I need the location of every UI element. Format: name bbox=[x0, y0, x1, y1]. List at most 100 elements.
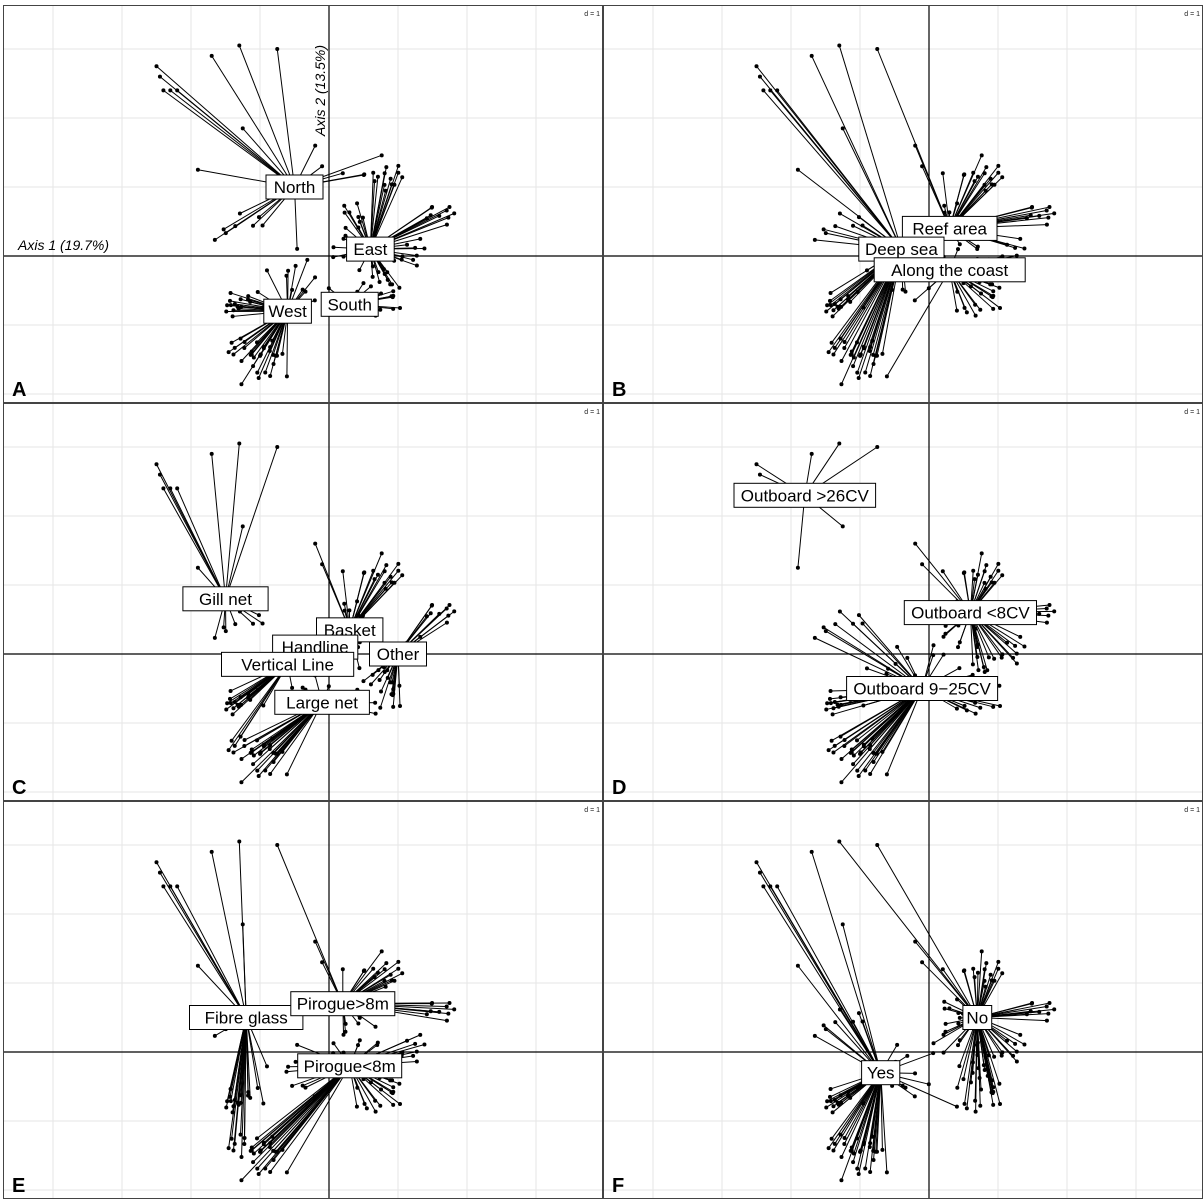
site-point bbox=[831, 352, 836, 357]
site-point bbox=[861, 305, 866, 310]
site-point bbox=[837, 441, 842, 446]
site-point bbox=[880, 1147, 885, 1152]
site-point bbox=[955, 1085, 960, 1090]
site-point bbox=[286, 268, 291, 273]
site-point bbox=[391, 306, 396, 311]
site-point bbox=[384, 165, 389, 170]
group-label-box bbox=[182, 586, 269, 612]
site-point bbox=[827, 298, 832, 303]
site-point bbox=[981, 665, 986, 670]
site-point bbox=[875, 445, 880, 449]
site-point bbox=[1000, 175, 1005, 180]
site-point bbox=[955, 201, 960, 206]
site-point bbox=[268, 771, 273, 776]
site-point bbox=[400, 573, 405, 578]
star-ray bbox=[876, 844, 978, 1018]
site-point bbox=[362, 172, 367, 177]
site-point bbox=[961, 1077, 966, 1082]
site-point bbox=[858, 751, 863, 756]
site-point bbox=[251, 223, 256, 228]
site-point bbox=[823, 629, 828, 634]
site-point bbox=[212, 1033, 217, 1038]
site-point bbox=[224, 1105, 229, 1110]
site-point bbox=[868, 373, 873, 378]
site-point bbox=[313, 541, 318, 546]
site-point bbox=[377, 280, 382, 285]
site-point bbox=[1044, 606, 1049, 611]
site-point bbox=[251, 355, 256, 360]
site-point bbox=[229, 340, 234, 345]
site-point bbox=[838, 695, 843, 700]
site-point bbox=[1005, 242, 1010, 247]
site-point bbox=[868, 1169, 873, 1174]
group-label-text: Other bbox=[377, 645, 420, 664]
group-label-box bbox=[733, 482, 877, 508]
site-point bbox=[231, 1104, 236, 1109]
site-point bbox=[381, 267, 386, 272]
site-point bbox=[331, 255, 336, 260]
site-point bbox=[1018, 1032, 1023, 1037]
site-point bbox=[926, 1082, 931, 1087]
site-point bbox=[331, 245, 336, 250]
grid bbox=[4, 6, 602, 402]
star-ray bbox=[269, 1065, 351, 1173]
site-point bbox=[364, 1106, 369, 1111]
site-point bbox=[280, 351, 285, 356]
star-ray bbox=[838, 45, 902, 250]
site-point bbox=[271, 750, 276, 755]
site-point bbox=[370, 264, 375, 269]
site-point bbox=[240, 524, 245, 529]
site-point bbox=[875, 843, 880, 847]
site-point bbox=[824, 707, 829, 712]
site-point bbox=[375, 572, 380, 577]
site-point bbox=[271, 352, 276, 357]
site-point bbox=[970, 1060, 975, 1065]
site-point bbox=[368, 284, 373, 289]
site-point bbox=[227, 1094, 232, 1099]
site-point bbox=[962, 172, 967, 177]
site-point bbox=[391, 289, 396, 294]
site-point bbox=[383, 984, 388, 989]
site-point bbox=[371, 170, 376, 175]
site-point bbox=[221, 625, 226, 630]
site-point bbox=[757, 870, 762, 875]
site-point bbox=[1024, 216, 1029, 221]
site-point bbox=[839, 382, 844, 387]
site-point bbox=[379, 291, 384, 296]
site-point bbox=[1047, 205, 1052, 210]
site-point bbox=[1044, 222, 1049, 227]
site-point bbox=[399, 257, 404, 262]
site-point bbox=[982, 569, 987, 574]
site-point bbox=[357, 1015, 362, 1020]
site-point bbox=[227, 298, 232, 303]
site-point bbox=[343, 1021, 348, 1026]
site-point bbox=[428, 213, 433, 218]
site-point bbox=[860, 223, 865, 228]
site-point bbox=[954, 308, 959, 313]
site-point bbox=[261, 1140, 266, 1145]
site-point bbox=[446, 1011, 451, 1016]
site-point bbox=[871, 1158, 876, 1163]
site-point bbox=[347, 608, 352, 613]
site-point bbox=[251, 753, 256, 758]
site-point bbox=[255, 1086, 260, 1091]
site-point bbox=[300, 685, 305, 690]
site-point bbox=[848, 1148, 853, 1153]
site-point bbox=[382, 967, 387, 972]
site-point bbox=[920, 562, 925, 567]
star-ray bbox=[162, 488, 226, 600]
site-point bbox=[861, 742, 866, 747]
site-point bbox=[856, 1171, 861, 1176]
site-point bbox=[373, 1024, 378, 1029]
site-point bbox=[1022, 246, 1027, 251]
site-point bbox=[347, 210, 352, 215]
site-point bbox=[846, 1090, 851, 1095]
site-point bbox=[447, 205, 452, 210]
site-point bbox=[342, 210, 347, 215]
site-point bbox=[1052, 609, 1057, 614]
site-point bbox=[838, 336, 843, 341]
site-point bbox=[235, 1100, 240, 1105]
site-point bbox=[968, 284, 973, 289]
site-point bbox=[913, 541, 918, 546]
site-point bbox=[268, 345, 273, 350]
